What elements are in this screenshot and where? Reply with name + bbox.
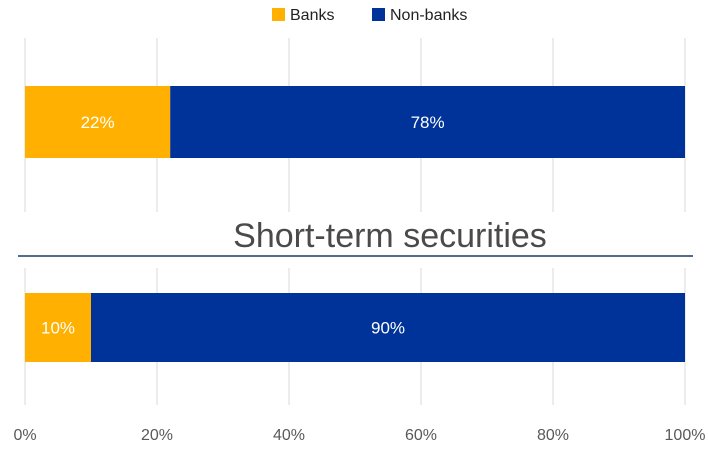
legend-swatch-banks bbox=[272, 8, 285, 21]
data-label: 78% bbox=[411, 113, 445, 132]
data-label: 10% bbox=[41, 319, 75, 338]
data-labels: 22% 78% 10% 90% bbox=[41, 113, 445, 338]
data-label: 22% bbox=[81, 113, 115, 132]
bar-segment-non-banks bbox=[170, 86, 685, 158]
bar-segment-banks bbox=[25, 293, 91, 362]
x-tick-label: 0% bbox=[13, 427, 36, 444]
section-title-short-term-securities: Short-term securities bbox=[233, 217, 547, 255]
x-tick-label: 20% bbox=[141, 427, 173, 444]
x-tick-label: 100% bbox=[665, 427, 706, 444]
legend: Banks Non-banks bbox=[272, 7, 467, 24]
x-axis-ticks: 0% 20% 40% 60% 80% 100% bbox=[13, 427, 705, 444]
bars bbox=[25, 86, 685, 362]
bar-segment-banks bbox=[25, 86, 171, 158]
legend-swatch-non-banks bbox=[372, 8, 385, 21]
annotation: Short-term securities bbox=[18, 217, 693, 257]
legend-label-non-banks: Non-banks bbox=[390, 7, 467, 24]
bar-segment-non-banks bbox=[91, 293, 685, 362]
x-tick-label: 40% bbox=[273, 427, 305, 444]
legend-label-banks: Banks bbox=[290, 7, 334, 24]
x-tick-label: 80% bbox=[537, 427, 569, 444]
data-label: 90% bbox=[371, 319, 405, 338]
x-tick-label: 60% bbox=[405, 427, 437, 444]
